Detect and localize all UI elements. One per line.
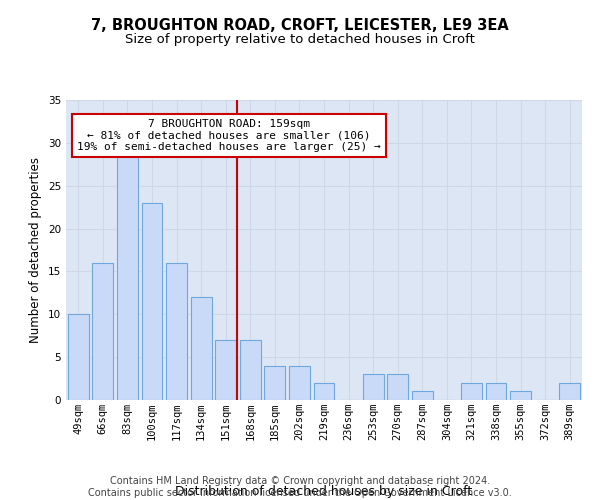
Bar xyxy=(510,392,531,400)
Bar xyxy=(387,374,408,400)
Bar xyxy=(265,366,286,400)
Bar xyxy=(559,383,580,400)
Bar xyxy=(412,392,433,400)
Bar xyxy=(314,383,334,400)
Y-axis label: Number of detached properties: Number of detached properties xyxy=(29,157,43,343)
Bar xyxy=(362,374,383,400)
Bar xyxy=(215,340,236,400)
Text: 7, BROUGHTON ROAD, CROFT, LEICESTER, LE9 3EA: 7, BROUGHTON ROAD, CROFT, LEICESTER, LE9… xyxy=(91,18,509,32)
Bar xyxy=(240,340,261,400)
Bar xyxy=(191,297,212,400)
Text: 7 BROUGHTON ROAD: 159sqm
← 81% of detached houses are smaller (106)
19% of semi-: 7 BROUGHTON ROAD: 159sqm ← 81% of detach… xyxy=(77,119,380,152)
Bar xyxy=(166,263,187,400)
Bar xyxy=(92,263,113,400)
Bar xyxy=(461,383,482,400)
Bar xyxy=(485,383,506,400)
Bar xyxy=(68,314,89,400)
Bar xyxy=(142,203,163,400)
Text: Contains HM Land Registry data © Crown copyright and database right 2024.
Contai: Contains HM Land Registry data © Crown c… xyxy=(88,476,512,498)
X-axis label: Distribution of detached houses by size in Croft: Distribution of detached houses by size … xyxy=(175,484,473,498)
Bar xyxy=(117,152,138,400)
Text: Size of property relative to detached houses in Croft: Size of property relative to detached ho… xyxy=(125,32,475,46)
Bar xyxy=(289,366,310,400)
